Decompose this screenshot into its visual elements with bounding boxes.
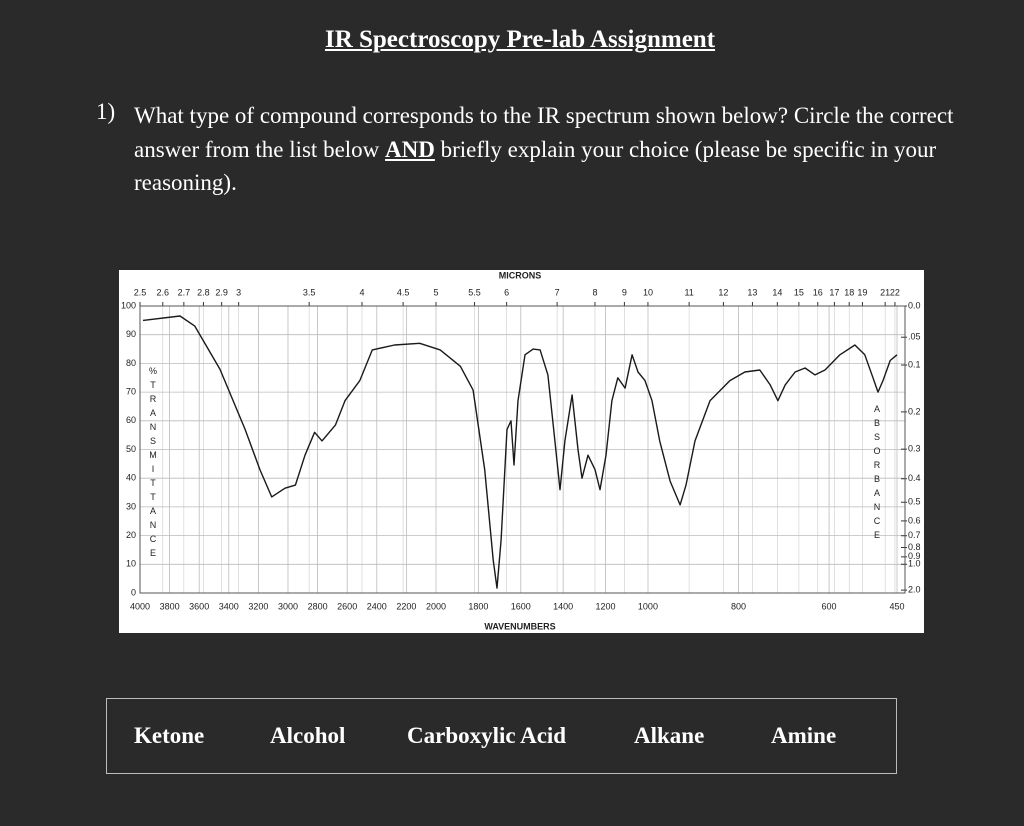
question-emphasis: AND [385, 136, 435, 162]
y2-tick-label: 2.0 [908, 585, 921, 595]
answer-choice[interactable]: Alkane [634, 723, 705, 748]
y-tick-label: 80 [126, 358, 136, 368]
y-tick-label: 40 [126, 473, 136, 483]
x-tick-label: 1200 [596, 601, 616, 611]
y-tick-label: 90 [126, 329, 136, 339]
answer-choice[interactable]: Amine [771, 723, 837, 748]
x-tick-label: 3800 [160, 601, 180, 611]
x2-tick-label: 10 [643, 287, 653, 297]
answer-choice[interactable]: Alcohol [270, 723, 346, 748]
x2-tick-label: 7 [555, 287, 560, 297]
x2-tick-label: 17 [829, 287, 839, 297]
x2-tick-label: 4.5 [397, 287, 410, 297]
y2-tick-label: 0.8 [908, 542, 921, 552]
answer-box: Ketone Alcohol Carboxylic Acid Alkane Amine [106, 698, 897, 774]
y2-axis-label: ABSORBANCE [872, 404, 882, 544]
y2-tick-label: 0.9 [908, 551, 921, 561]
answer-choice[interactable]: Carboxylic Acid [407, 723, 567, 748]
x2-tick-label: 18 [844, 287, 854, 297]
x2-tick-label: 2.7 [178, 287, 191, 297]
y-tick-label: 20 [126, 530, 136, 540]
x2-tick-label: 6 [504, 287, 509, 297]
x-tick-label: 800 [731, 601, 746, 611]
y-tick-label: 30 [126, 501, 136, 511]
x2-tick-label: 4 [359, 287, 364, 297]
x-tick-label: 2600 [337, 601, 357, 611]
x-tick-label: 2000 [426, 601, 446, 611]
x-tick-label: 2200 [396, 601, 416, 611]
x2-tick-label: 3.5 [303, 287, 316, 297]
y2-tick-label: 0.3 [908, 444, 921, 454]
x2-tick-label: 8 [592, 287, 597, 297]
y2-tick-label: 1.0 [908, 559, 921, 569]
spectrum-line [142, 315, 898, 589]
x2-tick-label: 5.5 [468, 287, 481, 297]
x2-tick-label: 16 [813, 287, 823, 297]
x2-tick-label: 15 [794, 287, 804, 297]
question-part: What type of compound corresponds to the… [134, 103, 954, 162]
y2-tick-label: 0.4 [908, 473, 921, 483]
y2-tick-label: 0.6 [908, 515, 921, 525]
y-tick-label: 70 [126, 386, 136, 396]
x2-tick-label: 2.6 [157, 287, 170, 297]
x-axis-label: WAVENUMBERS [484, 621, 555, 631]
chart-background [119, 270, 924, 633]
y2-tick-label: 0.0 [908, 300, 921, 310]
y2-tick-label: 0.2 [908, 406, 921, 416]
x2-tick-label: 2.5 [134, 287, 147, 297]
answer-choice[interactable]: Ketone [134, 723, 205, 748]
y2-tick-label: 0.1 [908, 359, 921, 369]
x-tick-label: 3600 [189, 601, 209, 611]
x2-tick-label: 11 [684, 287, 693, 297]
question-number: 1) [96, 99, 116, 124]
x-tick-label: 450 [889, 601, 904, 611]
y-axis-label: %TRANSMITTANCE [148, 366, 158, 562]
x2-tick-label: 22 [890, 287, 900, 297]
y-tick-label: 10 [126, 559, 136, 569]
plot-frame [139, 305, 906, 594]
x2-tick-label: 14 [772, 287, 782, 297]
title: IR Spectroscopy Pre-lab Assignment [324, 26, 716, 53]
x2-tick-label: 12 [718, 287, 728, 297]
y-tick-label: 60 [126, 415, 136, 425]
y-tick-label: 100 [121, 300, 136, 310]
x2-tick-label: 3 [236, 287, 241, 297]
x2-tick-label: 19 [857, 287, 867, 297]
x2-tick-label: 13 [747, 287, 757, 297]
x2-tick-label: 2.8 [197, 287, 210, 297]
x-tick-label: 2400 [367, 601, 387, 611]
x-tick-label: 1800 [468, 601, 488, 611]
x-tick-label: 1000 [638, 601, 658, 611]
x-tick-label: 1600 [511, 601, 531, 611]
x-tick-label: 3400 [219, 601, 239, 611]
x2-tick-label: 5 [433, 287, 438, 297]
y2-tick-label: 0.7 [908, 530, 921, 540]
question-text: What type of compound corresponds to the… [134, 99, 964, 200]
y-tick-label: 50 [126, 444, 136, 454]
x2-tick-label: 9 [622, 287, 627, 297]
x2-axis-label: MICRONS [499, 270, 542, 280]
x-tick-label: 600 [822, 601, 837, 611]
x-tick-label: 3000 [278, 601, 298, 611]
y-tick-label: 0 [131, 587, 136, 597]
y2-tick-label: .05 [908, 332, 921, 342]
x-tick-label: 2800 [308, 601, 328, 611]
x2-tick-label: 21 [880, 287, 890, 297]
x-tick-label: 3200 [248, 601, 268, 611]
y2-tick-label: 0.5 [908, 497, 921, 507]
question-part: briefly explain your choice (please be s… [134, 136, 937, 196]
x2-tick-label: 2.9 [215, 287, 228, 297]
x-tick-label: 4000 [130, 601, 150, 611]
x-tick-label: 1400 [553, 601, 573, 611]
